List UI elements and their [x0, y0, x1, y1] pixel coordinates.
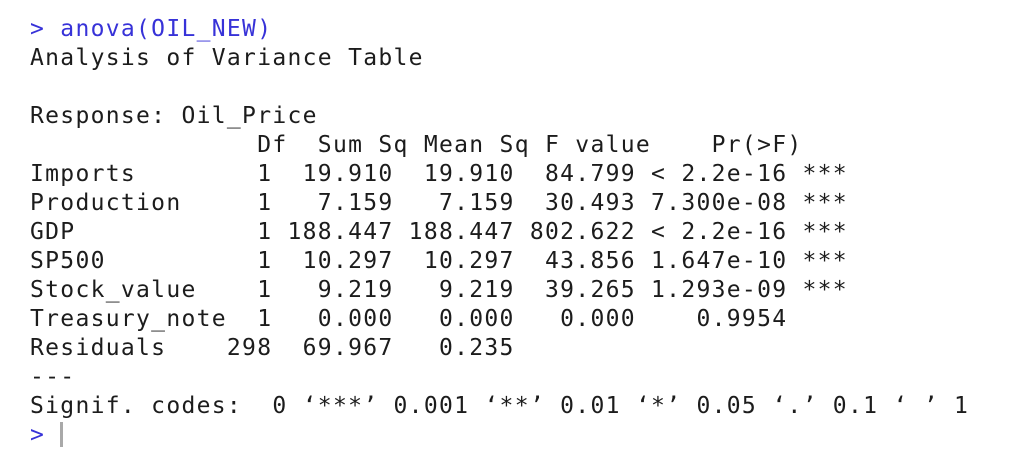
- table-row-stock-value: Stock_value 1 9.219 9.219 39.265 1.293e-…: [30, 277, 848, 303]
- table-row-treasury-note: Treasury_note 1 0.000 0.000 0.000 0.9954: [30, 306, 788, 332]
- table-row-production: Production 1 7.159 7.159 30.493 7.300e-0…: [30, 190, 848, 216]
- blank-line: [30, 73, 1017, 102]
- table-row-residuals: Residuals 298 69.967 0.235: [30, 335, 515, 361]
- prompt-symbol: >: [30, 422, 46, 448]
- signif-codes-line: Signif. codes: 0 ‘***’ 0.001 ‘**’ 0.01 ‘…: [30, 393, 970, 419]
- anova-title-line: Analysis of Variance Table: [30, 45, 424, 71]
- console-prompt-line[interactable]: >: [30, 421, 1017, 450]
- table-header-line: Df Sum Sq Mean Sq F value Pr(>F): [30, 132, 803, 158]
- table-row-sp500: SP500 1 10.297 10.297 43.856 1.647e-10 *…: [30, 248, 848, 274]
- table-row-imports: Imports 1 19.910 19.910 84.799 < 2.2e-16…: [30, 161, 848, 187]
- console-input-line: > anova(OIL_NEW): [30, 16, 273, 42]
- table-row-gdp: GDP 1 188.447 188.447 802.622 < 2.2e-16 …: [30, 219, 848, 245]
- separator-line: ---: [30, 364, 76, 390]
- response-line: Response: Oil_Price: [30, 103, 318, 129]
- text-cursor-icon: [60, 422, 64, 447]
